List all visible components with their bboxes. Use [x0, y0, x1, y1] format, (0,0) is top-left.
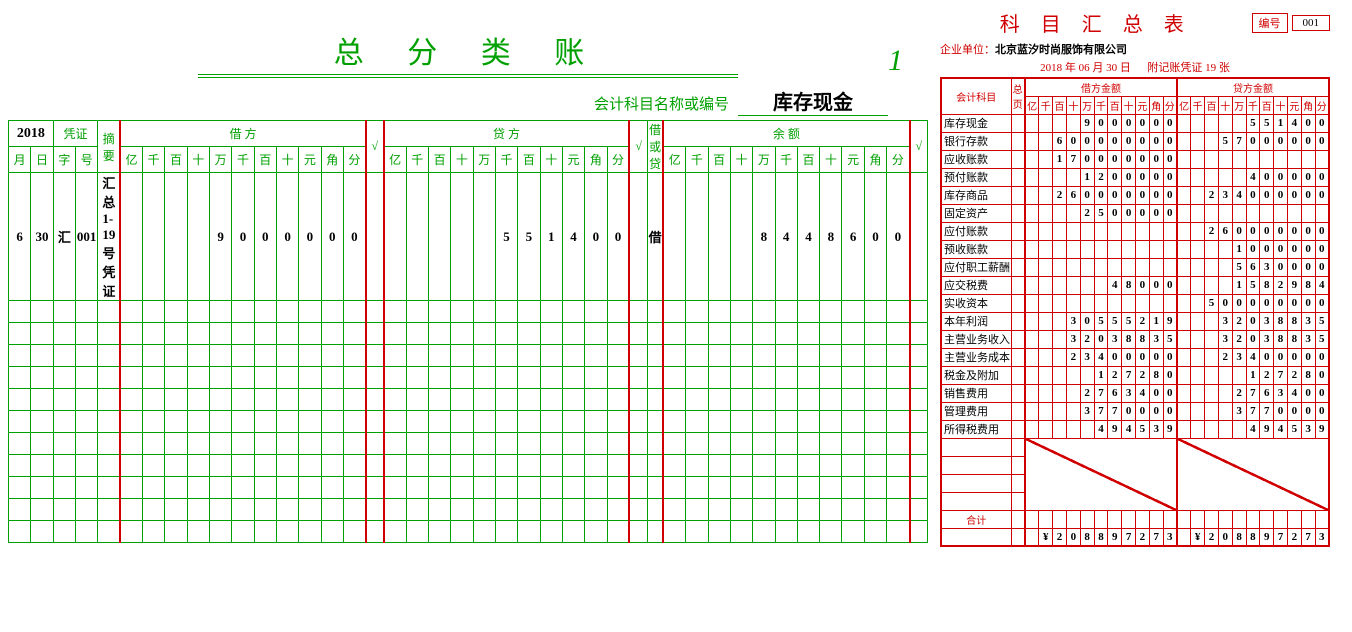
summary-row: 预付账款1200000400000 [941, 168, 1329, 186]
page-header: 总页 [1011, 78, 1025, 114]
summary-row: 应付职工薪酬5630000 [941, 258, 1329, 276]
credit-header: 贷 方 [384, 121, 630, 147]
code-label: 编号 [1252, 13, 1288, 33]
summary-row: 销售费用27634002763400 [941, 384, 1329, 402]
summary-row: 税金及附加127280127280 [941, 366, 1329, 384]
summary-title: 科 目 汇 总 表 [940, 8, 1252, 37]
date-line: 2018 年 06 月 30 日 附记账凭证 19 张 [940, 59, 1330, 75]
check-header: √ [366, 121, 384, 173]
ledger-title: 总 分 类 账 [198, 28, 738, 78]
company-line: 企业单位：北京蓝汐时尚服饰有限公司 [940, 41, 1330, 57]
ledger-table: 2018凭证摘 要借 方√贷 方√借或贷余 额√月日字号亿千百十万千百十元角分亿… [8, 120, 928, 543]
summary-row: 库存现金9000000551400 [941, 114, 1329, 132]
summary-table: 会计科目总页借方金额贷方金额亿千百十万千百十元角分亿千百十万千百十元角分库存现金… [940, 77, 1330, 547]
summary-row: 预收账款1000000 [941, 240, 1329, 258]
summary-row: 库存商品260000000234000000 [941, 186, 1329, 204]
summary-row: 应付账款260000000 [941, 222, 1329, 240]
account-header: 会计科目 [941, 78, 1011, 114]
summary-row: 实收资本500000000 [941, 294, 1329, 312]
summary-row: 所得税费用494539494539 [941, 420, 1329, 438]
summary-header: 摘 要 [98, 121, 120, 173]
debit-amount-header: 借方金额 [1025, 78, 1177, 96]
summary-row: 主营业务成本2340000023400000 [941, 348, 1329, 366]
balance-header: 余 额 [663, 121, 909, 147]
summary-row: 主营业务收入3203883532038835 [941, 330, 1329, 348]
ledger-page-number: 1 [888, 44, 928, 78]
trial-balance: 科 目 汇 总 表 编号 001 企业单位：北京蓝汐时尚服饰有限公司 2018 … [940, 8, 1330, 547]
credit-amount-header: 贷方金额 [1177, 78, 1329, 96]
subject-value: 库存现金 [738, 86, 888, 116]
debit-header: 借 方 [120, 121, 366, 147]
total-row: ¥208897273¥208897273 [941, 528, 1329, 546]
dc-header: 借或贷 [647, 121, 663, 173]
summary-row: 银行存款60000000057000000 [941, 132, 1329, 150]
summary-row: 应收账款170000000 [941, 150, 1329, 168]
code-value: 001 [1292, 15, 1331, 31]
summary-row: 管理费用37700003770000 [941, 402, 1329, 420]
summary-row: 应交税费480001582984 [941, 276, 1329, 294]
summary-row: 本年利润3055521932038835 [941, 312, 1329, 330]
subject-label: 会计科目名称或编号 [594, 97, 729, 113]
summary-row: 固定资产2500000 [941, 204, 1329, 222]
voucher-header: 凭证 [53, 121, 98, 147]
ledger-year: 2018 [9, 121, 54, 147]
general-ledger: 总 分 类 账 1 会计科目名称或编号 库存现金 2018凭证摘 要借 方√贷 … [8, 8, 928, 547]
subject-row: 会计科目名称或编号 库存现金 [8, 86, 888, 116]
